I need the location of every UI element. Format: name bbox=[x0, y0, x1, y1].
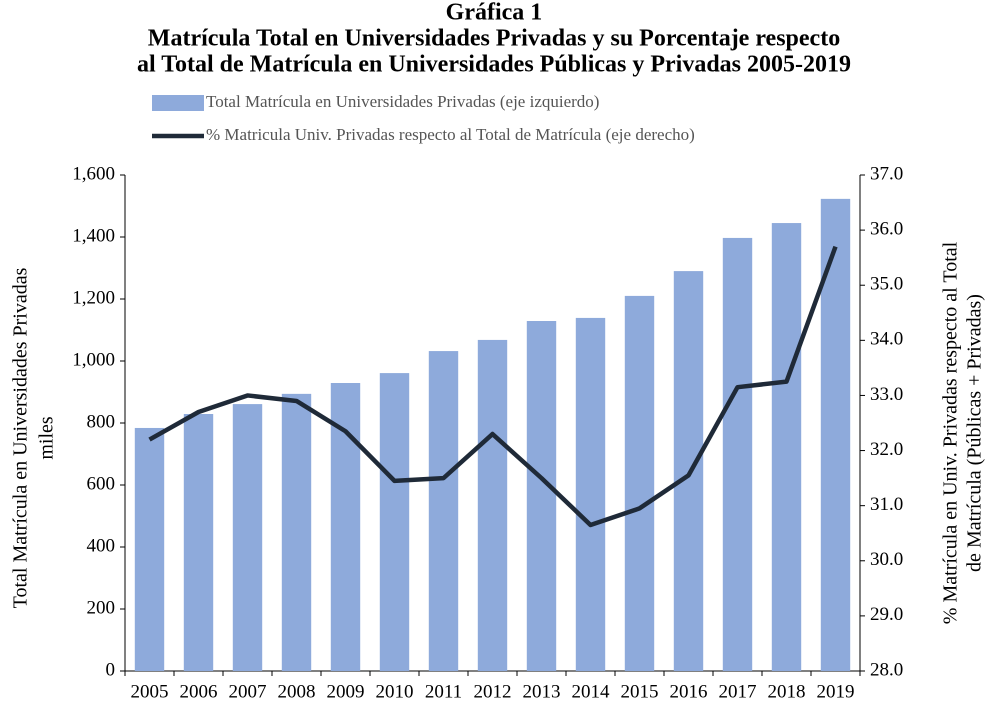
line bbox=[148, 245, 838, 528]
x-tick-label: 2009 bbox=[327, 681, 365, 702]
y-tick-label: 400 bbox=[87, 535, 116, 556]
bar bbox=[134, 427, 165, 671]
bar bbox=[477, 339, 508, 671]
chart-title: Matrícula Total en Universidades Privada… bbox=[148, 26, 840, 52]
x-tick-label: 2006 bbox=[180, 681, 218, 702]
chart-title: Gráfica 1 bbox=[446, 0, 543, 26]
x-tick-label: 2005 bbox=[131, 681, 169, 702]
bar bbox=[526, 321, 557, 671]
x-tick-label: 2007 bbox=[229, 681, 267, 702]
y-tick-label: 1,400 bbox=[72, 225, 115, 246]
y-tick-label: 0 bbox=[106, 659, 116, 680]
y2-axis-label: de Matrícula (Públicas + Privadas) bbox=[964, 294, 986, 572]
x-tick-label: 2016 bbox=[670, 681, 708, 702]
bar bbox=[281, 393, 312, 671]
x-tick-label: 2014 bbox=[572, 681, 611, 702]
x-tick-label: 2010 bbox=[376, 681, 414, 702]
y2-tick-label: 28.0 bbox=[870, 659, 903, 680]
y-tick-label: 1,000 bbox=[72, 349, 115, 370]
legend-label: Total Matrícula en Universidades Privada… bbox=[206, 92, 599, 111]
y-tick-label: 1,200 bbox=[72, 287, 115, 308]
y2-tick-label: 31.0 bbox=[870, 494, 903, 515]
y2-axis-label: % Matrícula en Univ. Privadas respecto a… bbox=[940, 241, 962, 624]
y-tick-label: 200 bbox=[87, 597, 116, 618]
y-axis-label: miles bbox=[36, 416, 58, 460]
y-axis-label: Total Matrícula en Universidades Privada… bbox=[10, 267, 32, 608]
x-tick-label: 2012 bbox=[474, 681, 512, 702]
bar bbox=[575, 317, 606, 671]
bar bbox=[722, 237, 753, 671]
y2-tick-label: 29.0 bbox=[870, 604, 903, 625]
legend-label: % Matricula Univ. Privadas respecto al T… bbox=[206, 125, 695, 144]
x-tick-label: 2015 bbox=[621, 681, 659, 702]
bar bbox=[624, 295, 655, 671]
x-tick-label: 2019 bbox=[817, 681, 855, 702]
x-tick-label: 2018 bbox=[768, 681, 806, 702]
chart-title: al Total de Matrícula en Universidades P… bbox=[137, 52, 851, 78]
x-tick-label: 2008 bbox=[278, 681, 316, 702]
bar bbox=[232, 404, 263, 671]
x-tick-label: 2013 bbox=[523, 681, 561, 702]
y2-tick-label: 35.0 bbox=[870, 274, 903, 295]
x-tick-label: 2017 bbox=[719, 681, 757, 702]
x-tick-label: 2011 bbox=[425, 681, 462, 702]
bar bbox=[428, 351, 459, 671]
y2-tick-label: 36.0 bbox=[870, 218, 903, 239]
y-tick-label: 600 bbox=[87, 473, 116, 494]
y2-tick-label: 30.0 bbox=[870, 549, 903, 570]
legend-swatch bbox=[152, 95, 204, 111]
y2-tick-label: 33.0 bbox=[870, 384, 903, 405]
bar bbox=[771, 223, 802, 672]
y-tick-label: 800 bbox=[87, 411, 116, 432]
y-tick-label: 1,600 bbox=[72, 163, 115, 184]
y2-tick-label: 34.0 bbox=[870, 329, 903, 350]
y2-tick-label: 37.0 bbox=[870, 163, 903, 184]
bar bbox=[379, 373, 410, 671]
bar bbox=[183, 414, 214, 671]
y2-tick-label: 32.0 bbox=[870, 439, 903, 460]
